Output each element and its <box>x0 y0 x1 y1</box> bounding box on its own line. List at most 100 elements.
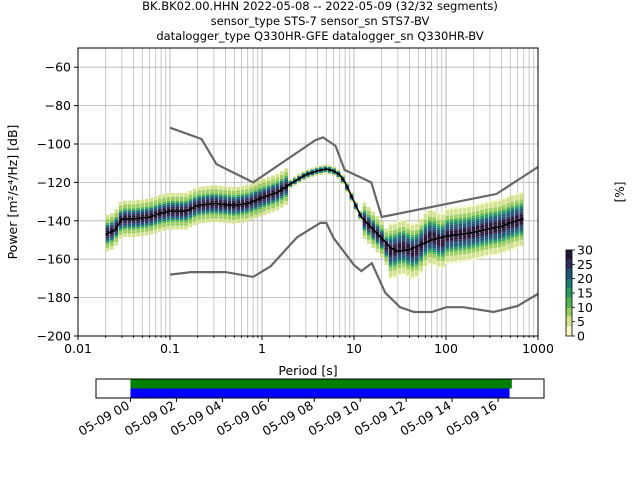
histogram-cell <box>153 217 158 220</box>
histogram-cell <box>275 204 280 207</box>
histogram-cell <box>488 210 493 212</box>
histogram-cell <box>179 217 184 220</box>
histogram-cell <box>423 233 428 236</box>
histogram-cell <box>414 227 419 230</box>
histogram-cell <box>110 247 114 250</box>
histogram-cell <box>449 211 454 214</box>
histogram-cell <box>184 214 188 216</box>
histogram-cell <box>401 244 406 247</box>
histogram-cell <box>201 198 206 200</box>
histogram-cell <box>393 224 397 227</box>
histogram-cell <box>488 206 493 209</box>
histogram-cell <box>166 204 171 207</box>
histogram-cell <box>306 174 310 177</box>
histogram-cell <box>462 211 467 214</box>
histogram-cell <box>462 213 467 216</box>
histogram-cell <box>266 196 271 199</box>
histogram-cell <box>105 234 110 237</box>
histogram-cell <box>406 271 410 274</box>
histogram-cell <box>419 221 423 224</box>
histogram-cell <box>184 212 188 215</box>
histogram-cell <box>310 169 315 172</box>
histogram-cell <box>484 222 489 225</box>
histogram-cell <box>110 213 114 216</box>
histogram-cell <box>157 202 162 205</box>
histogram-cell <box>414 264 419 267</box>
histogram-cell <box>467 216 471 219</box>
colorbar-segment <box>566 310 572 313</box>
histogram-cell <box>366 226 371 229</box>
histogram-cell <box>144 233 149 236</box>
colorbar-segment <box>566 311 572 314</box>
histogram-cell <box>157 222 162 224</box>
histogram-cell <box>332 174 336 177</box>
histogram-cell <box>475 251 480 254</box>
histogram-cell <box>197 202 201 205</box>
histogram-cell <box>436 262 441 265</box>
histogram-cell <box>218 205 223 208</box>
histogram-cell <box>140 207 145 210</box>
histogram-cell <box>406 231 410 234</box>
histogram-cell <box>306 169 310 172</box>
histogram-cell <box>118 225 123 228</box>
histogram-cell <box>266 201 271 204</box>
histogram-cell <box>497 202 502 205</box>
histogram-cell <box>497 237 502 240</box>
histogram-cell <box>110 232 114 235</box>
histogram-cell <box>179 196 184 199</box>
histogram-cell <box>484 253 489 256</box>
histogram-cell <box>515 227 519 230</box>
histogram-cell <box>231 200 236 203</box>
histogram-cell <box>149 228 153 231</box>
histogram-cell <box>497 248 502 251</box>
histogram-cell <box>397 225 402 228</box>
histogram-cell <box>414 243 419 246</box>
histogram-cell <box>423 263 428 266</box>
histogram-cell <box>406 275 410 278</box>
histogram-cell <box>105 230 110 233</box>
histogram-cell <box>184 217 188 220</box>
histogram-cell <box>249 191 254 194</box>
histogram-cell <box>166 222 171 224</box>
histogram-cell <box>175 212 180 215</box>
histogram-cells <box>105 164 524 279</box>
histogram-cell <box>140 228 145 231</box>
histogram-cell <box>327 172 332 175</box>
histogram-cell <box>118 213 123 216</box>
histogram-cell <box>162 209 167 212</box>
histogram-cell <box>458 231 463 234</box>
histogram-cell <box>493 211 498 214</box>
histogram-cell <box>345 188 349 191</box>
histogram-cell <box>480 240 484 243</box>
histogram-cell <box>519 235 524 238</box>
histogram-cell <box>366 239 371 242</box>
histogram-cell <box>136 223 140 226</box>
histogram-cell <box>105 236 110 239</box>
histogram-cell <box>419 246 423 249</box>
histogram-cell <box>458 241 463 244</box>
histogram-cell <box>223 186 228 189</box>
histogram-cell <box>127 204 132 207</box>
histogram-cell <box>427 247 432 250</box>
histogram-cell <box>258 205 262 208</box>
histogram-cell <box>227 200 232 203</box>
histogram-cell <box>123 223 127 226</box>
histogram-cell <box>393 222 397 225</box>
histogram-cell <box>184 200 188 203</box>
histogram-cell <box>506 224 511 227</box>
histogram-cell <box>214 208 219 211</box>
histogram-cell <box>275 181 280 184</box>
histogram-cell <box>419 261 423 264</box>
histogram-cell <box>205 210 210 213</box>
histogram-cell <box>258 203 262 206</box>
histogram-cell <box>484 203 489 206</box>
histogram-cell <box>227 221 232 224</box>
histogram-cell <box>380 222 384 225</box>
histogram-cell <box>515 240 519 243</box>
histogram-cell <box>249 189 254 192</box>
histogram-cell <box>467 247 471 250</box>
histogram-cell <box>127 219 132 222</box>
histogram-cell <box>153 215 158 218</box>
histogram-cell <box>284 189 288 192</box>
histogram-cell <box>192 213 197 216</box>
